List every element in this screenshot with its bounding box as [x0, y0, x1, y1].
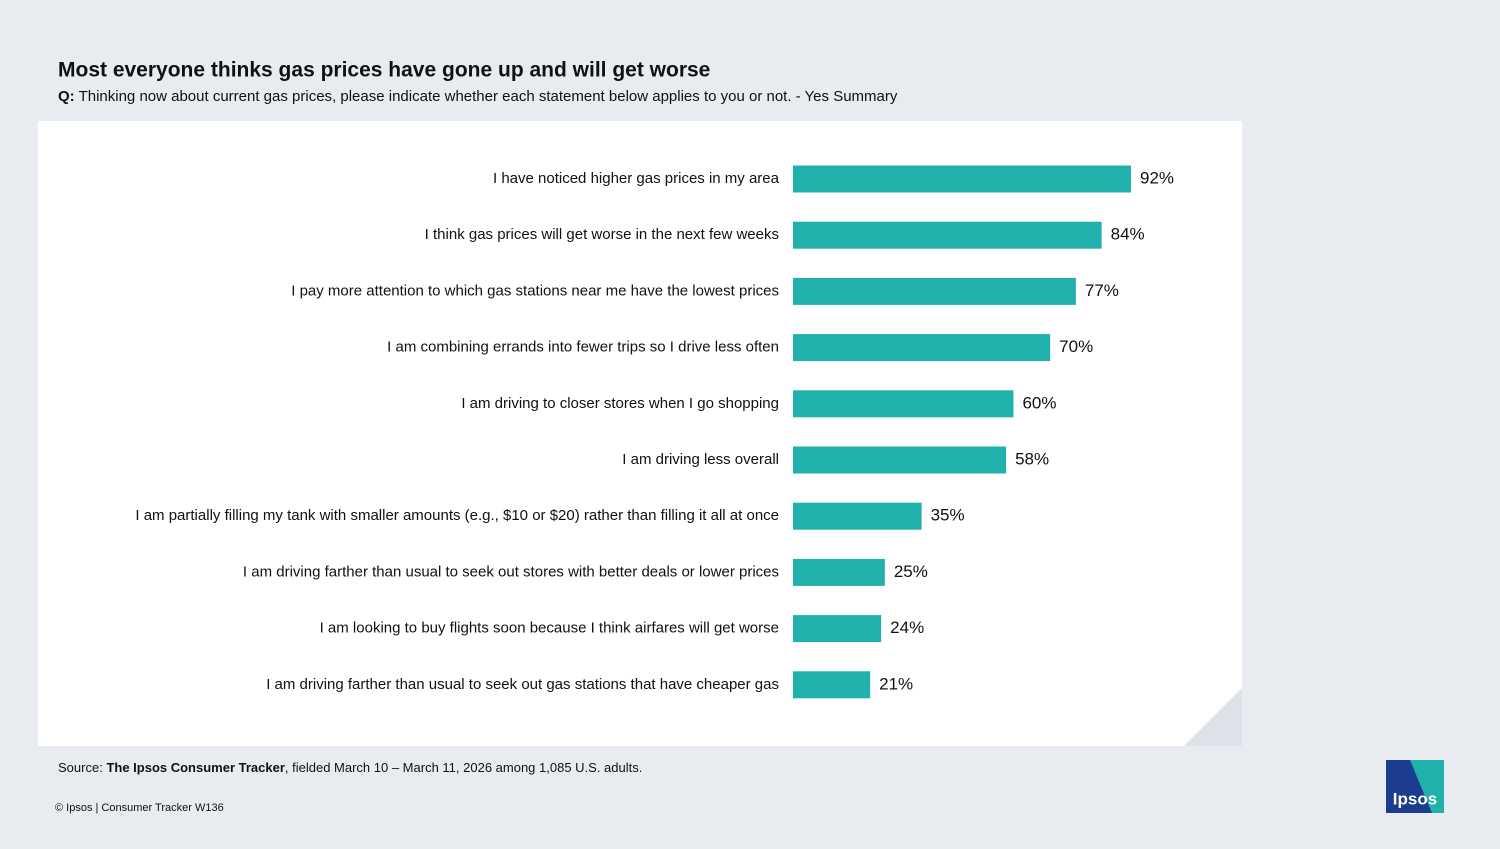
- value-label: 58%: [1015, 449, 1049, 468]
- category-label: I am driving farther than usual to seek …: [266, 676, 779, 693]
- logo-accent: [1410, 760, 1444, 813]
- bar: [793, 558, 885, 586]
- category-label: I am driving to closer stores when I go …: [461, 395, 779, 412]
- bar: [793, 446, 1007, 474]
- category-label: I think gas prices will get worse in the…: [425, 226, 779, 243]
- footer: © Ipsos | Consumer Tracker W136: [55, 802, 224, 814]
- chart-subtitle: Q: Thinking now about current gas prices…: [58, 88, 898, 105]
- value-label: 92%: [1140, 168, 1174, 187]
- chart-title: Most everyone thinks gas prices have gon…: [58, 59, 710, 82]
- value-label: 21%: [879, 674, 913, 693]
- value-label: 60%: [1022, 393, 1056, 412]
- panel-fold: [1184, 688, 1242, 746]
- bar: [793, 221, 1102, 249]
- value-label: 35%: [931, 506, 965, 525]
- category-label: I am driving less overall: [622, 451, 779, 468]
- source-note: Source: The Ipsos Consumer Tracker, fiel…: [58, 760, 642, 775]
- bar: [793, 165, 1132, 193]
- bar: [793, 277, 1076, 305]
- subtitle-text: Thinking now about current gas prices, p…: [79, 88, 898, 105]
- category-label: I am looking to buy flights soon because…: [320, 620, 779, 637]
- value-label: 24%: [890, 618, 924, 637]
- bar: [793, 390, 1014, 418]
- category-label: I am partially filling my tank with smal…: [135, 507, 779, 524]
- value-label: 25%: [894, 562, 928, 581]
- logo-text: Ipsos: [1393, 789, 1437, 808]
- category-label: I pay more attention to which gas statio…: [291, 282, 779, 299]
- panel: [38, 121, 1242, 746]
- value-label: 77%: [1085, 281, 1119, 300]
- bar: [793, 615, 882, 643]
- category-label: I am combining errands into fewer trips …: [387, 339, 779, 356]
- bar: [793, 502, 922, 530]
- category-label: I am driving farther than usual to seek …: [243, 563, 779, 580]
- source-text: , fielded March 10 – March 11, 2026 amon…: [285, 760, 642, 775]
- value-label: 84%: [1111, 225, 1145, 244]
- bar: [793, 334, 1051, 362]
- bar: [793, 671, 871, 699]
- source-name: The Ipsos Consumer Tracker: [106, 760, 284, 775]
- category-label: I have noticed higher gas prices in my a…: [493, 170, 780, 187]
- subtitle-label: Q:: [58, 88, 75, 105]
- source-label: Source:: [58, 760, 103, 775]
- value-label: 70%: [1059, 337, 1093, 356]
